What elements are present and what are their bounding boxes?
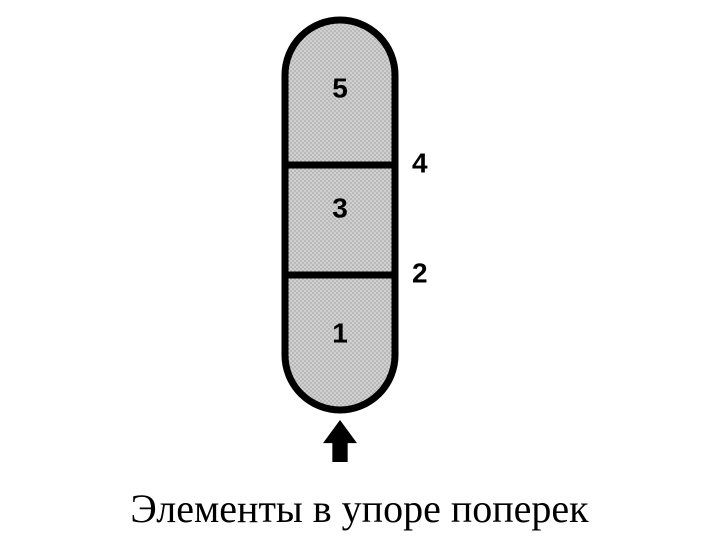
- divider-label: 4: [412, 147, 428, 178]
- segment-label: 1: [332, 317, 348, 348]
- divider-label: 2: [412, 257, 428, 288]
- segment-label: 3: [332, 192, 348, 223]
- segment-label: 5: [332, 72, 348, 103]
- caption: Элементы в упоре поперек: [0, 485, 719, 532]
- diagram-container: 5 3 1 4 2 Элементы в упоре поперек: [0, 0, 719, 550]
- diagram-svg: 5 3 1 4 2: [0, 0, 719, 550]
- up-arrow-icon: [323, 420, 357, 462]
